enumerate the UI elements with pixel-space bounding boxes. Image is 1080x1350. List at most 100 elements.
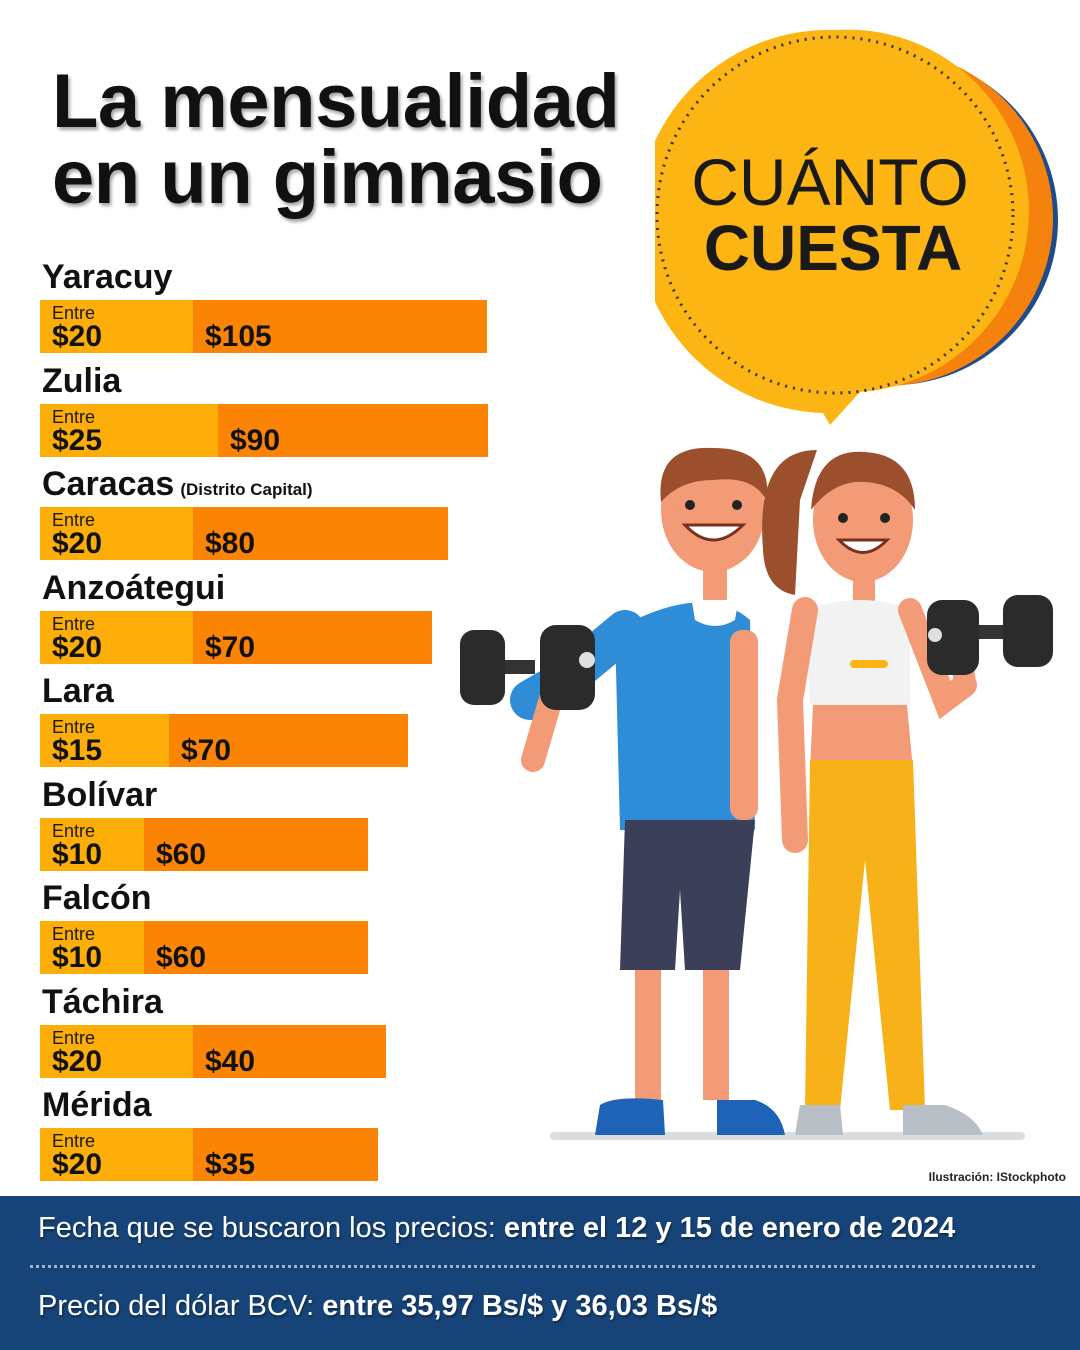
bar-max-segment: $60 — [144, 921, 368, 974]
min-price-label: $20 — [52, 1044, 103, 1078]
max-price-label: $70 — [205, 630, 256, 664]
bar-min-segment: Entre $15 — [40, 714, 169, 767]
range-bar: Entre $10 $60 — [40, 817, 368, 871]
range-bar: Entre $20 $70 — [40, 610, 432, 664]
range-prefix: Entre — [52, 820, 96, 841]
max-price-label: $70 — [181, 734, 232, 767]
max-price-label: $105 — [205, 320, 272, 353]
bar-max-segment: $90 — [218, 403, 488, 457]
region-name: Táchira — [42, 983, 163, 1022]
bar-max-segment: $60 — [144, 817, 368, 871]
region-row: Táchira Entre $20 $40 — [40, 983, 510, 1093]
max-price-label: $90 — [230, 423, 281, 457]
man-shirt — [615, 602, 755, 830]
man-dumbbell — [460, 625, 595, 710]
region-name: Bolívar — [42, 776, 157, 815]
range-prefix: Entre — [52, 613, 96, 634]
region-name-label: Caracas — [42, 465, 175, 503]
region-name: Zulia — [42, 362, 121, 401]
badge-bubble — [655, 29, 1029, 425]
woman-face — [813, 458, 913, 582]
footer-rate: Precio del dólar BCV: entre 35,97 Bs/$ y… — [38, 1290, 717, 1323]
gym-illustration — [460, 447, 1053, 1140]
bar-min-segment: Entre $20 — [40, 300, 193, 353]
bar-min-segment: Entre $10 — [40, 817, 144, 871]
region-row: Bolívar Entre $10 $60 — [40, 776, 510, 886]
region-row: Falcón Entre $10 $60 — [40, 879, 510, 989]
woman-figure — [762, 450, 1053, 1135]
bar-max-segment: $105 — [193, 300, 487, 353]
region-row: Mérida Entre $20 $35 — [40, 1086, 510, 1196]
woman-hair — [762, 450, 817, 595]
region-note: (Distrito Capital) — [180, 480, 313, 499]
min-price-label: $20 — [52, 1148, 103, 1181]
max-price-label: $60 — [156, 941, 207, 974]
man-shorts — [620, 820, 755, 970]
region-name: Mérida — [42, 1086, 152, 1125]
region-name-label: Yaracuy — [42, 258, 173, 296]
badge-dotted-border — [655, 35, 1015, 395]
footer-date: Fecha que se buscaron los precios: entre… — [38, 1212, 955, 1245]
min-price-label: $10 — [52, 941, 103, 974]
region-row: Yaracuy Entre $20 $105 — [40, 258, 510, 368]
title-line-2: en un gimnasio — [52, 135, 603, 220]
region-name-label: Zulia — [42, 361, 122, 400]
woman-leggings — [805, 760, 925, 1110]
region-name-label: Bolívar — [42, 775, 158, 814]
region-name-label: Falcón — [42, 879, 152, 917]
region-row: Caracas (Distrito Capital) Entre $20 $80 — [40, 465, 510, 575]
bar-min-segment: Entre $10 — [40, 921, 144, 974]
range-prefix: Entre — [52, 406, 96, 427]
min-price-label: $10 — [52, 837, 103, 871]
max-price-label: $60 — [156, 837, 207, 871]
range-bar: Entre $25 $90 — [40, 403, 488, 457]
footer-rate-value: entre 35,97 Bs/$ y 36,03 Bs/$ — [322, 1290, 718, 1322]
range-bar: Entre $10 $60 — [40, 921, 368, 974]
range-prefix: Entre — [52, 1027, 96, 1048]
range-bar: Entre $20 $40 — [40, 1024, 386, 1078]
region-name-label: Lara — [42, 672, 114, 710]
bar-max-segment: $80 — [193, 507, 448, 560]
region-name: Caracas (Distrito Capital) — [42, 465, 313, 504]
min-price-label: $20 — [52, 630, 103, 664]
bar-min-segment: Entre $25 — [40, 403, 218, 457]
woman-shoe-left — [795, 1105, 843, 1135]
max-price-label: $35 — [205, 1148, 256, 1181]
range-bar: Entre $20 $105 — [40, 300, 487, 353]
region-name-label: Táchira — [42, 982, 163, 1021]
min-price-label: $20 — [52, 320, 103, 353]
region-name: Anzoátegui — [42, 569, 225, 608]
man-shoe-left — [595, 1098, 665, 1135]
man-shoe-right — [717, 1100, 785, 1135]
title-line-1: La mensualidad — [52, 59, 620, 144]
min-price-label: $15 — [52, 734, 103, 767]
man-figure — [460, 447, 785, 1135]
footer-date-value: entre el 12 y 15 de enero de 2024 — [503, 1212, 956, 1244]
range-prefix: Entre — [52, 303, 96, 323]
min-price-label: $25 — [52, 423, 103, 457]
bar-min-segment: Entre $20 — [40, 507, 193, 560]
range-prefix: Entre — [52, 510, 96, 530]
bar-max-segment: $35 — [193, 1128, 378, 1181]
range-bar: Entre $20 $80 — [40, 507, 448, 560]
bar-min-segment: Entre $20 — [40, 610, 193, 664]
footer-divider — [30, 1265, 1035, 1268]
cuanto-cuesta-badge: CUÁNTO CUESTA — [655, 29, 1058, 425]
bar-min-segment: Entre $20 — [40, 1128, 193, 1181]
woman-dumbbell — [927, 595, 1053, 675]
bar-max-segment: $70 — [169, 714, 408, 767]
bar-max-segment: $70 — [193, 610, 432, 664]
footer-rate-label: Precio del dólar BCV: — [38, 1290, 323, 1322]
region-row: Lara Entre $15 $70 — [40, 672, 510, 782]
footer-date-label: Fecha que se buscaron los precios: — [38, 1212, 504, 1244]
region-row: Zulia Entre $25 $90 — [40, 362, 510, 472]
range-bar: Entre $20 $35 — [40, 1128, 378, 1181]
woman-top — [805, 600, 910, 705]
bar-min-segment: Entre $20 — [40, 1024, 193, 1078]
region-name-label: Anzoátegui — [42, 568, 226, 607]
range-prefix: Entre — [52, 1131, 96, 1151]
region-row: Anzoátegui Entre $20 $70 — [40, 569, 510, 679]
badge-line-2: CUESTA — [704, 212, 962, 284]
region-name: Falcón — [42, 879, 152, 918]
image-credit: Ilustración: IStockphoto — [928, 1170, 1066, 1184]
